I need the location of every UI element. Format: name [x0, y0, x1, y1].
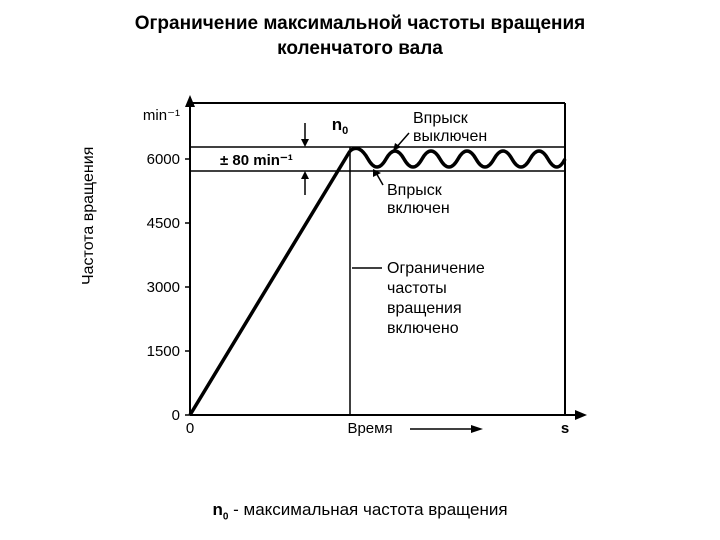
annot-off-1: Впрыск	[413, 110, 469, 127]
n0-label: n0	[332, 115, 349, 137]
y-arrow	[185, 95, 195, 107]
footer-caption: n0 - максимальная частота вращения	[0, 500, 720, 522]
chart-container: Частота вращения 0 1500 3000 4500 6000 m…	[135, 85, 605, 465]
title-line2: коленчатого вала	[277, 38, 443, 59]
title-line1: Ограничение максимальной частоты вращени…	[135, 13, 586, 34]
annot-limit-3: вращения	[387, 300, 462, 317]
xtick-label: 0	[186, 420, 194, 437]
page-title: Ограничение максимальной частоты вращени…	[0, 0, 720, 61]
ytick-label: 1500	[147, 343, 180, 360]
ytick-label: 4500	[147, 215, 180, 232]
tol-arrowhead	[301, 139, 309, 147]
annot-limit-4: включено	[387, 320, 459, 337]
annot-limit-2: частоты	[387, 280, 447, 297]
ytick-label: 0	[172, 407, 180, 424]
x-dir-arrow	[471, 425, 483, 433]
y-axis-label: Частота вращения	[80, 147, 98, 285]
ytick-label: 3000	[147, 279, 180, 296]
x-axis-label: Время	[347, 420, 392, 437]
oscillation-line	[350, 148, 565, 167]
footer-rest: - максимальная частота вращения	[228, 500, 507, 519]
chart-svg: 0 1500 3000 4500 6000 min⁻¹ 0 Время s n0	[135, 85, 605, 465]
annot-on-2: включен	[387, 200, 450, 217]
annot-limit-1: Ограничение	[387, 260, 485, 277]
annot-off-2: выключен	[413, 128, 487, 145]
tol-arrowhead	[301, 171, 309, 179]
y-unit: min⁻¹	[143, 107, 180, 124]
annot-on-1: Впрыск	[387, 182, 443, 199]
x-arrow	[575, 410, 587, 420]
tolerance-label: ± 80 min⁻¹	[220, 152, 293, 169]
x-unit: s	[561, 420, 569, 437]
footer-n0: n0	[212, 500, 228, 519]
ytick-label: 6000	[147, 151, 180, 168]
linear-rise	[190, 151, 350, 415]
